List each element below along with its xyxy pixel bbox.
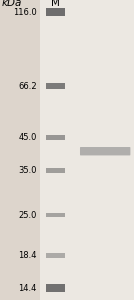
Text: 14.4: 14.4 <box>18 284 37 292</box>
Text: 35.0: 35.0 <box>18 166 37 175</box>
Bar <box>46 213 65 218</box>
Text: 25.0: 25.0 <box>18 211 37 220</box>
Text: 116.0: 116.0 <box>13 8 37 16</box>
Bar <box>46 168 65 173</box>
Text: 18.4: 18.4 <box>18 251 37 260</box>
Bar <box>46 284 65 292</box>
Bar <box>46 8 65 16</box>
Text: kDa: kDa <box>2 0 22 8</box>
Text: M: M <box>51 0 60 8</box>
FancyBboxPatch shape <box>80 147 130 155</box>
Text: 45.0: 45.0 <box>18 133 37 142</box>
Bar <box>46 253 65 258</box>
Bar <box>40 0 134 300</box>
Text: 66.2: 66.2 <box>18 82 37 91</box>
Bar <box>46 83 65 89</box>
Bar <box>46 135 65 140</box>
